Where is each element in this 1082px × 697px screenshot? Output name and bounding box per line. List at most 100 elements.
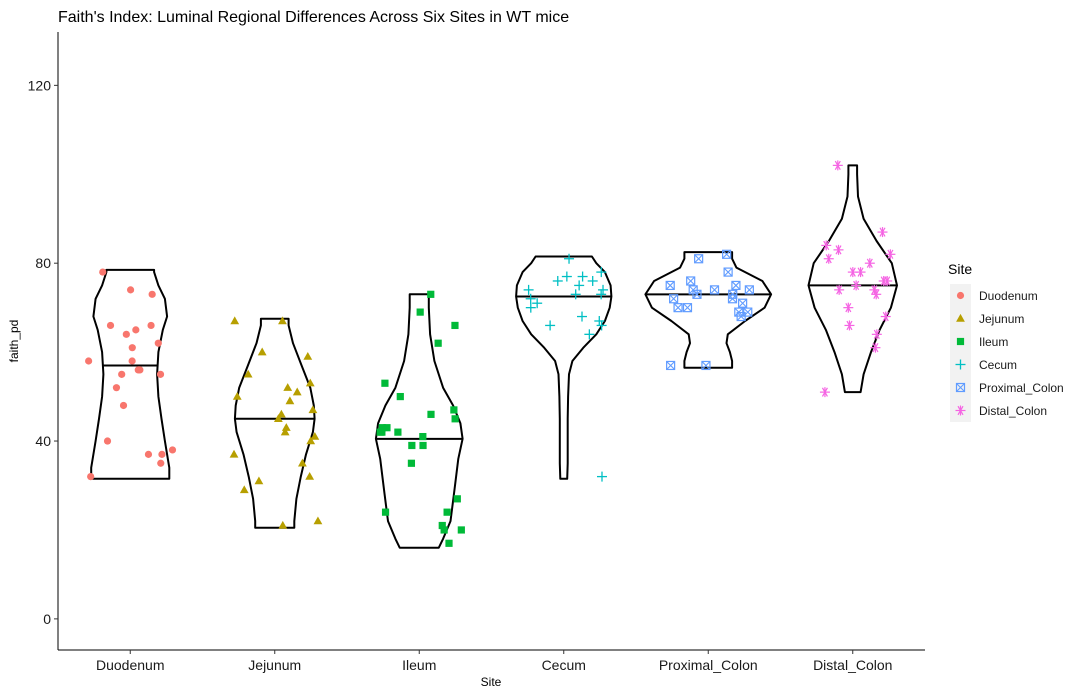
data-point — [128, 357, 136, 365]
data-point — [584, 329, 595, 340]
y-axis-title: faith_pd — [7, 320, 21, 363]
data-point — [723, 267, 733, 277]
violin-group-jejunum — [229, 316, 323, 529]
data-point — [273, 414, 283, 423]
violin-outline — [90, 268, 171, 480]
data-point — [154, 339, 162, 347]
data-point — [870, 342, 881, 353]
legend-label: Jejunum — [979, 312, 1024, 326]
data-point — [682, 303, 693, 313]
data-point — [587, 275, 598, 286]
data-point — [85, 357, 93, 365]
legend-label: Duodenum — [979, 289, 1038, 303]
legend-item-ileum: Ileum — [950, 330, 1008, 353]
data-point — [103, 437, 112, 445]
data-point — [158, 450, 166, 458]
legend-item-duodenum: Duodenum — [950, 284, 1038, 307]
data-point — [394, 428, 402, 436]
violin-outline — [644, 251, 773, 369]
data-point — [381, 508, 390, 516]
data-point — [308, 405, 318, 414]
data-point — [523, 284, 534, 295]
data-point — [303, 351, 313, 360]
data-point — [147, 321, 155, 330]
data-point — [594, 315, 605, 326]
x-tick-label: Ileum — [402, 657, 436, 673]
legend-key-symbol — [955, 405, 966, 416]
x-tick-label: Proximal_Colon — [659, 657, 758, 673]
data-point — [744, 285, 754, 295]
legend-key-symbol — [956, 291, 965, 300]
data-point — [864, 258, 875, 269]
violin-outline — [515, 255, 613, 480]
data-point — [378, 424, 386, 432]
data-point — [731, 280, 741, 291]
data-point — [832, 160, 843, 171]
data-point — [239, 485, 249, 494]
data-point — [598, 284, 609, 295]
data-point — [381, 379, 389, 387]
data-point — [443, 508, 451, 516]
data-point — [525, 302, 536, 313]
legend-key-symbol — [956, 313, 965, 322]
violin-group-distal-colon — [807, 160, 898, 398]
data-point — [156, 370, 165, 378]
data-point — [722, 249, 732, 259]
data-point — [243, 369, 253, 378]
data-point — [694, 254, 704, 264]
data-point — [99, 268, 107, 276]
data-point — [230, 316, 240, 325]
data-point — [305, 472, 315, 480]
data-point — [292, 387, 302, 396]
x-tick-label: Jejunum — [248, 657, 301, 673]
data-point — [577, 271, 588, 282]
data-point — [570, 289, 581, 300]
legend-key-symbol — [956, 337, 965, 346]
data-point — [673, 303, 683, 313]
data-point — [427, 290, 435, 298]
data-point — [552, 275, 563, 286]
data-point — [257, 347, 267, 356]
violin-group-ileum — [374, 290, 465, 549]
data-point — [727, 294, 738, 304]
data-point — [855, 267, 866, 278]
data-point — [87, 473, 95, 481]
data-point — [298, 458, 307, 467]
violin-outline — [374, 293, 464, 549]
data-point — [148, 290, 156, 298]
data-point — [574, 280, 585, 291]
data-point — [122, 330, 130, 338]
data-point — [453, 495, 461, 503]
data-point — [821, 240, 832, 251]
data-point — [577, 311, 588, 322]
data-point — [532, 298, 543, 309]
legend-item-jejunum: Jejunum — [950, 307, 1024, 330]
violin-outline — [807, 164, 898, 394]
y-tick-label: 120 — [28, 77, 52, 93]
data-point — [168, 446, 177, 454]
violin-outline — [233, 317, 316, 529]
data-point — [669, 294, 679, 304]
data-point — [280, 427, 290, 436]
data-point — [451, 415, 459, 423]
y-tick-label: 80 — [35, 255, 51, 271]
data-point — [306, 436, 316, 445]
data-point — [285, 396, 295, 405]
y-tick-label: 0 — [43, 611, 51, 627]
data-point — [885, 249, 896, 260]
legend-label: Distal_Colon — [979, 404, 1047, 418]
data-point — [119, 401, 128, 410]
violin-group-cecum — [515, 253, 613, 482]
data-point — [823, 253, 834, 264]
x-tick-label: Duodenum — [96, 657, 165, 673]
chart-title: Faith's Index: Luminal Regional Differen… — [58, 9, 569, 26]
data-point — [118, 370, 126, 378]
data-point — [383, 424, 391, 432]
data-point — [128, 344, 136, 352]
data-point — [112, 384, 121, 392]
data-point — [844, 320, 855, 331]
legend: Site Duodenum Jejunum Ileum Cecum Proximal_C… — [948, 261, 1064, 422]
data-point — [833, 244, 844, 255]
data-point — [440, 526, 448, 534]
data-point — [278, 520, 288, 529]
